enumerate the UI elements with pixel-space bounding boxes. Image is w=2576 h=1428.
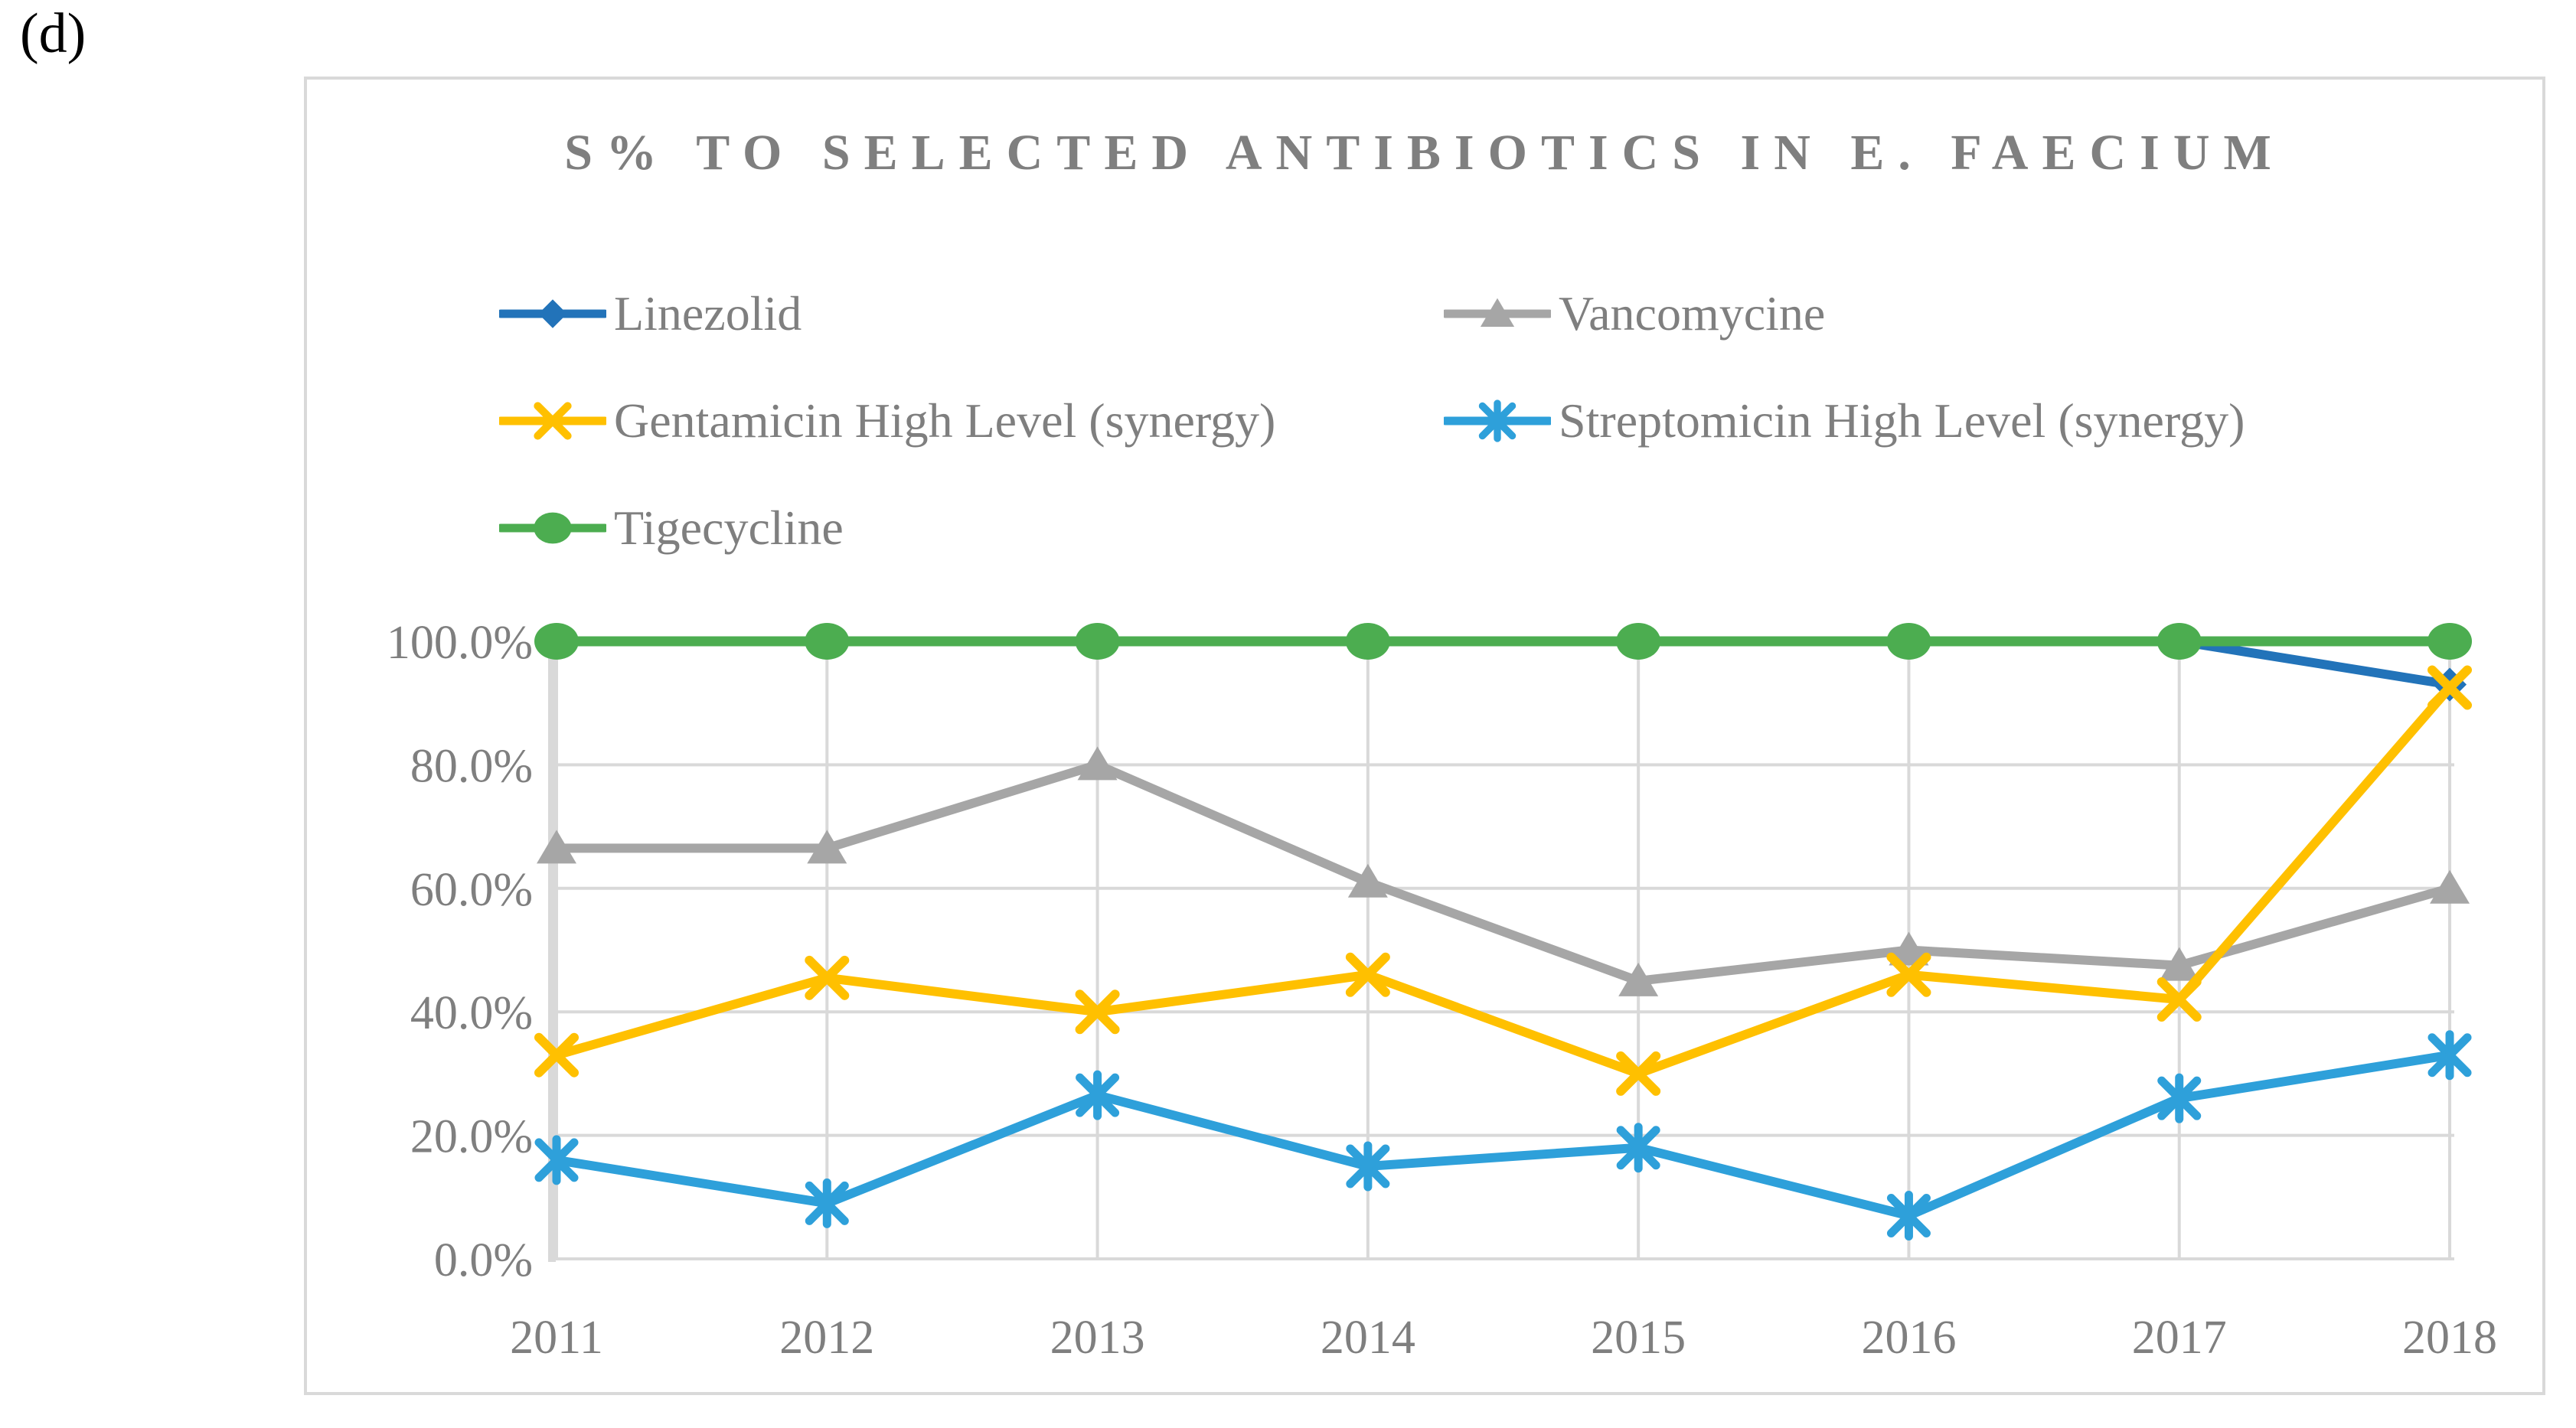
x-tick-label: 2014: [1321, 1312, 1415, 1364]
series-streptomicin-high-level-synergy: [534, 1030, 2472, 1241]
marker-gentamicin-high-level-synergy-2011: [534, 1032, 579, 1078]
x-axis-tick-labels: 2011 2012 2013 2014 2015 2016 2017 2018: [510, 1312, 2497, 1364]
legend-marker-x-icon: [499, 402, 606, 440]
marker-streptomicin-high-level-synergy-2014: [1346, 1141, 1390, 1192]
y-tick-label: 20.0%: [410, 1111, 533, 1163]
marker-gentamicin-high-level-synergy-2018: [2427, 665, 2473, 710]
series-line-streptomicin-high-level-synergy: [552, 1050, 2455, 1221]
marker-vancomycine-2014: [1347, 863, 1388, 898]
marker-streptomicin-high-level-synergy-2013: [1076, 1070, 1120, 1120]
series-tigecycline: [534, 623, 2473, 660]
x-tick-label: 2013: [1050, 1312, 1145, 1364]
marker-vancomycine-2013: [1077, 746, 1118, 781]
y-axis-tick-labels: 100.0% 80.0% 60.0% 40.0% 20.0% 0.0%: [387, 617, 533, 1286]
marker-streptomicin-high-level-synergy-2011: [534, 1135, 579, 1185]
marker-tigecycline-2016: [1886, 623, 1931, 660]
marker-tigecycline-2011: [534, 623, 579, 660]
legend-marker-triangle-icon: [1444, 298, 1551, 327]
marker-streptomicin-high-level-synergy-2018: [2427, 1030, 2472, 1081]
marker-gentamicin-high-level-synergy-2017: [2156, 977, 2202, 1022]
x-tick-label: 2017: [2132, 1312, 2227, 1364]
legend-item-vancomycine: Vancomycine: [1444, 282, 1825, 346]
legend-item-tigecycline: Tigecycline: [499, 496, 844, 560]
legend-label: Streptomicin High Level (synergy): [1559, 393, 2245, 448]
panel-label: (d): [20, 2, 87, 65]
y-tick-label: 100.0%: [387, 617, 533, 669]
chart-title: S% TO SELECTED ANTIBIOTICS IN E. FAECIUM: [564, 125, 2285, 181]
marker-vancomycine-2012: [807, 830, 847, 864]
marker-gentamicin-high-level-synergy-2013: [1075, 989, 1120, 1035]
y-tick-label: 40.0%: [410, 987, 533, 1039]
legend-marker-circle-icon: [499, 512, 606, 544]
legend-label: Gentamicin High Level (synergy): [614, 393, 1276, 448]
marker-gentamicin-high-level-synergy-2016: [1886, 952, 1931, 997]
y-tick-label: 80.0%: [410, 740, 533, 792]
marker-tigecycline-2015: [1616, 623, 1661, 660]
legend-label: Tigecycline: [614, 500, 844, 555]
marker-gentamicin-high-level-synergy-2014: [1345, 952, 1390, 997]
marker-streptomicin-high-level-synergy-2017: [2157, 1073, 2202, 1123]
x-tick-label: 2016: [1861, 1312, 1956, 1364]
y-tick-label: 0.0%: [434, 1234, 533, 1286]
marker-tigecycline-2012: [805, 623, 850, 660]
marker-tigecycline-2018: [2427, 623, 2473, 660]
marker-vancomycine-2018: [2430, 869, 2470, 904]
marker-streptomicin-high-level-synergy-2016: [1886, 1191, 1931, 1241]
legend-item-linezolid: Linezolid: [499, 282, 802, 346]
marker-tigecycline-2014: [1345, 623, 1390, 660]
marker-vancomycine-2011: [537, 830, 576, 864]
legend-label: Linezolid: [614, 286, 802, 341]
y-tick-label: 60.0%: [410, 864, 533, 916]
series-gentamicin-high-level-synergy: [534, 665, 2473, 1096]
legend-item-gentamicin-high-level-synergy: Gentamicin High Level (synergy): [499, 389, 1275, 453]
series-line-vancomycine: [552, 760, 2455, 986]
series-line-gentamicin-high-level-synergy: [552, 683, 2455, 1078]
legend-label: Vancomycine: [1559, 286, 1826, 341]
x-tick-label: 2011: [510, 1312, 603, 1364]
marker-tigecycline-2013: [1075, 623, 1120, 660]
legend-item-streptomicin-high-level-synergy: Streptomicin High Level (synergy): [1444, 389, 2245, 453]
marker-tigecycline-2017: [2156, 623, 2202, 660]
x-tick-label: 2012: [779, 1312, 874, 1364]
x-tick-label: 2015: [1591, 1312, 1686, 1364]
marker-gentamicin-high-level-synergy-2012: [805, 955, 850, 1000]
gridlines: [551, 640, 2454, 1260]
marker-vancomycine-2017: [2159, 947, 2199, 981]
marker-streptomicin-high-level-synergy-2015: [1616, 1123, 1660, 1173]
marker-gentamicin-high-level-synergy-2015: [1616, 1051, 1661, 1096]
marker-streptomicin-high-level-synergy-2012: [805, 1178, 849, 1228]
legend-marker-diamond-icon: [499, 299, 606, 328]
x-tick-label: 2018: [2402, 1312, 2497, 1364]
marker-vancomycine-2016: [1889, 931, 1929, 966]
marker-vancomycine-2015: [1618, 962, 1659, 996]
legend-marker-asterisk-icon: [1444, 399, 1551, 442]
series-vancomycine: [537, 746, 2470, 996]
